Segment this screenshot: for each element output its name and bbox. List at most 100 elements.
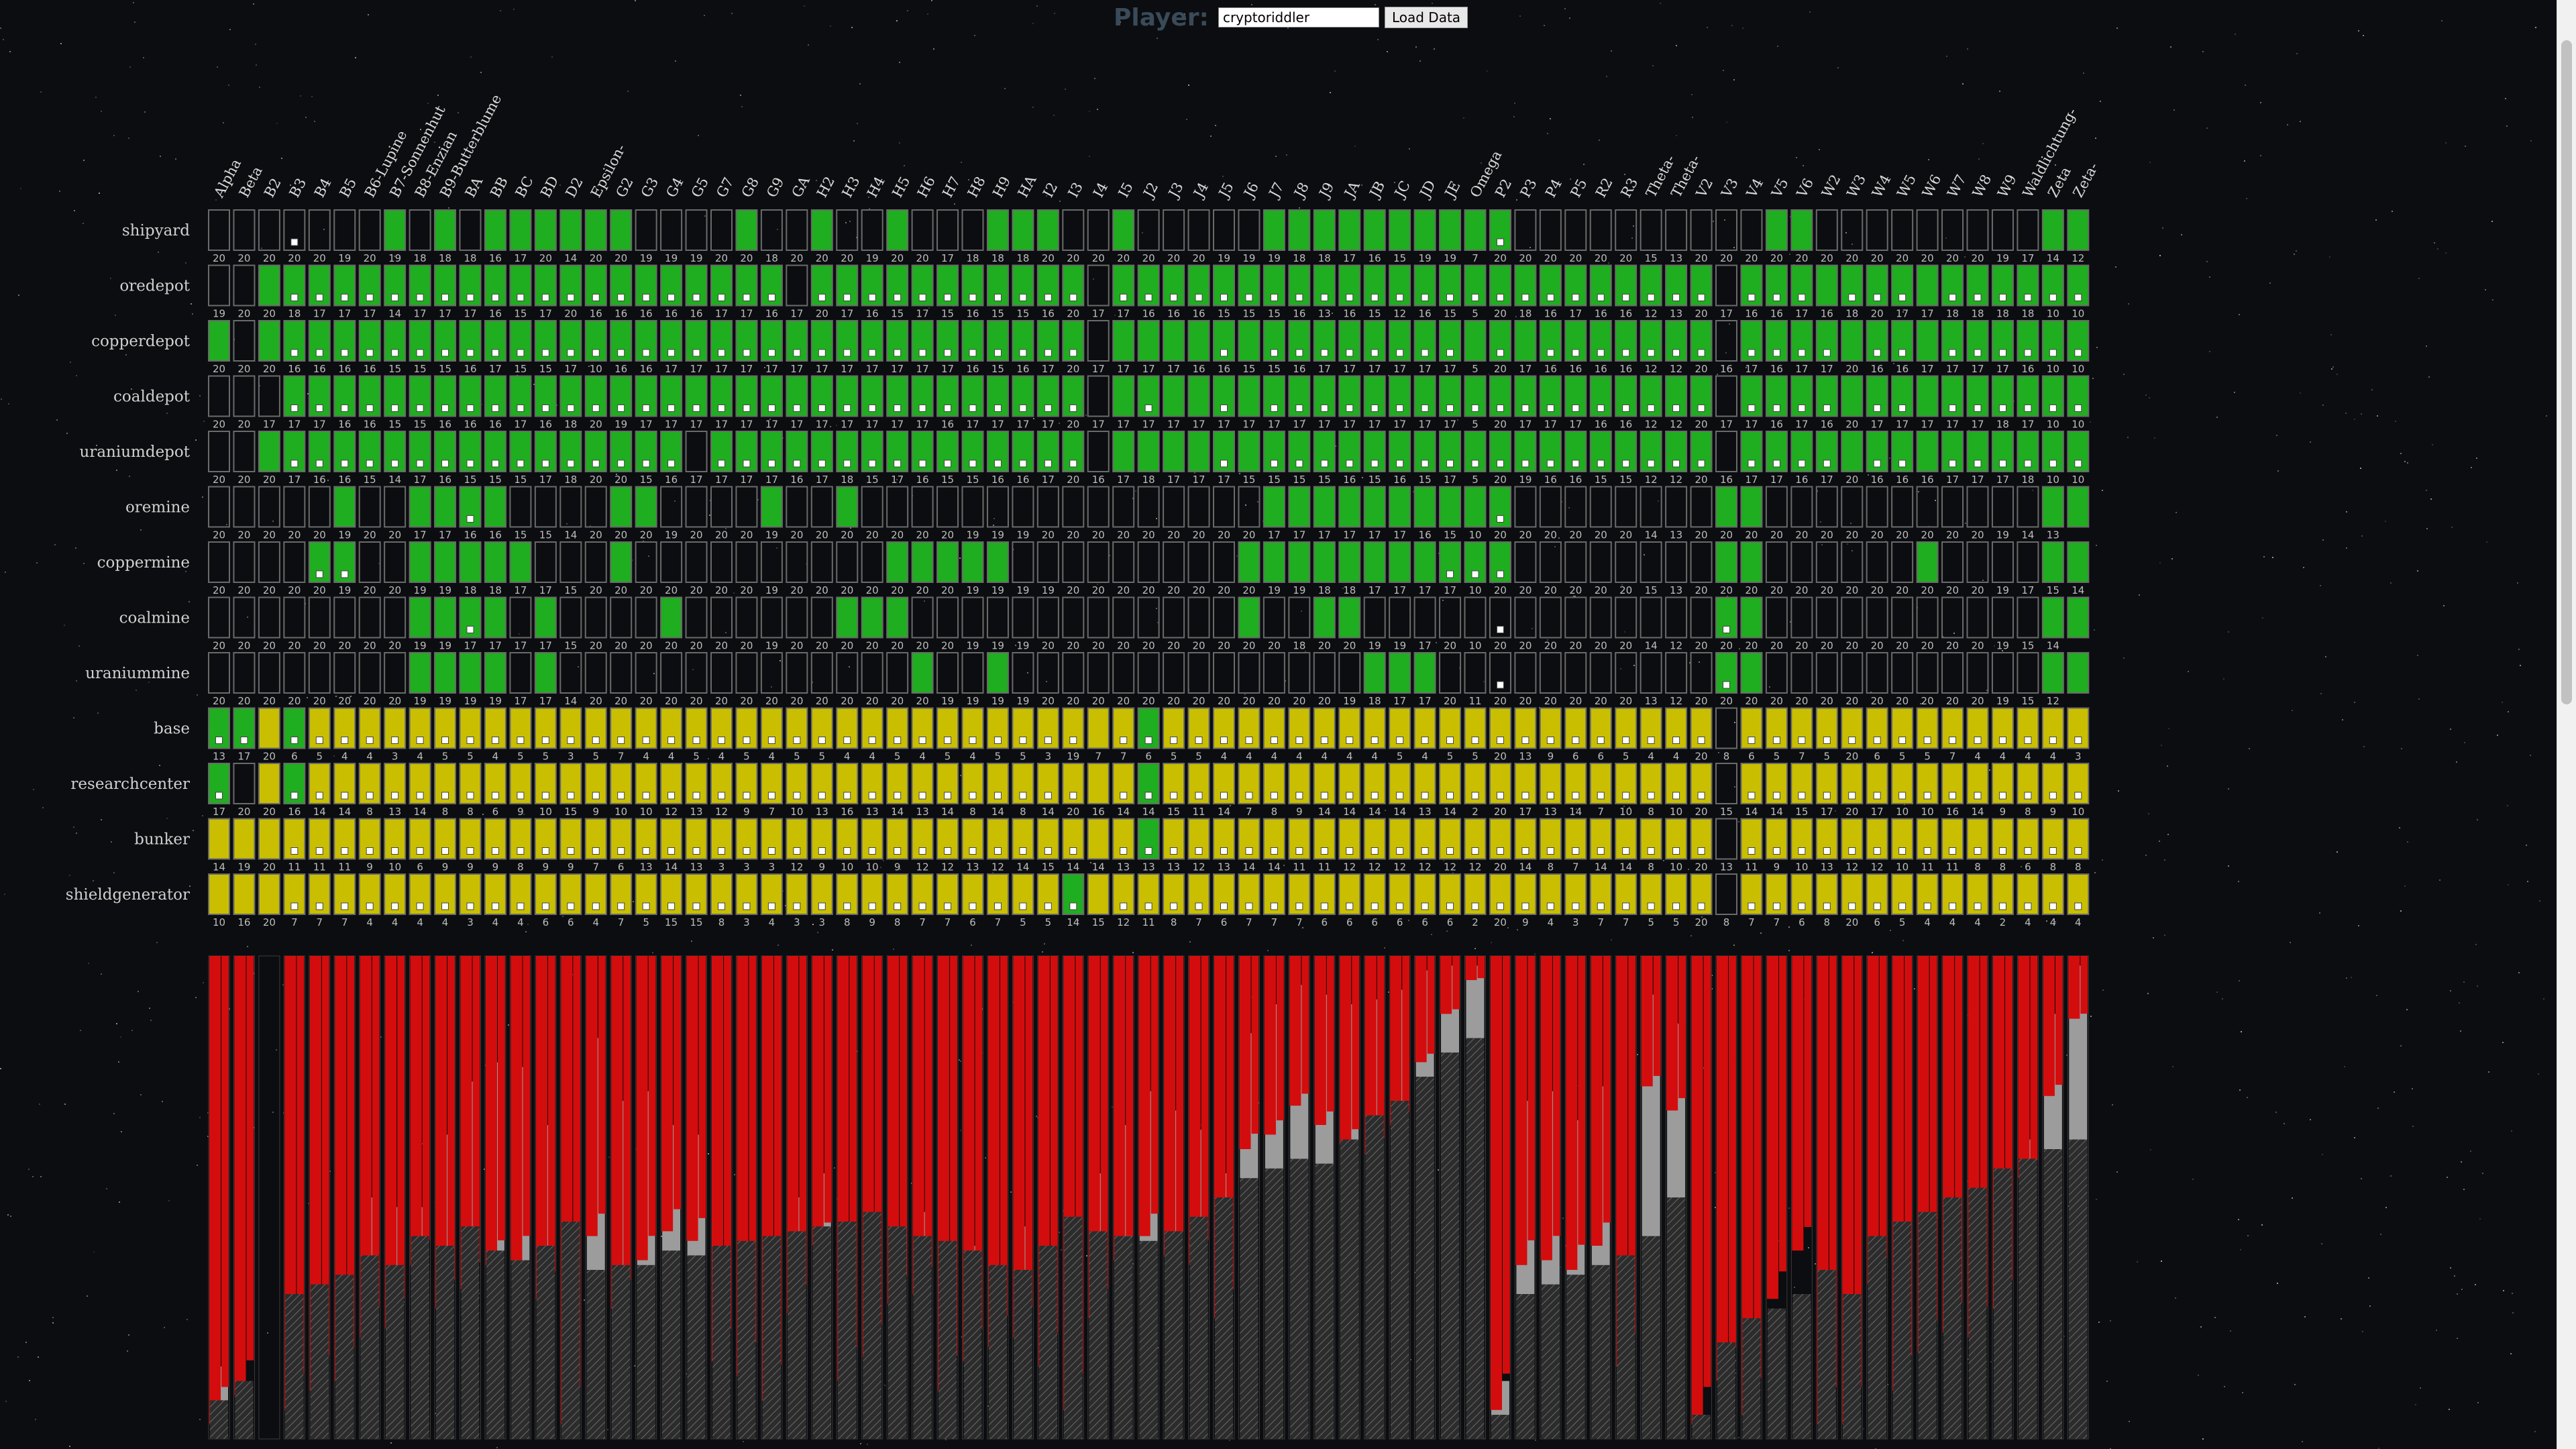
building-cell[interactable] [1163,320,1185,362]
building-cell[interactable] [1087,264,1110,307]
building-cell[interactable] [610,209,633,251]
building-cell[interactable] [1137,431,1160,472]
building-cell[interactable] [1062,209,1085,251]
building-cell[interactable] [584,652,607,694]
scrollbar-thumb[interactable] [2561,40,2572,704]
building-cell[interactable] [1991,652,2014,694]
building-cell[interactable] [1916,541,1939,583]
building-cell[interactable] [208,541,230,583]
building-cell[interactable] [1137,375,1160,417]
building-cell[interactable] [308,763,331,804]
building-cell[interactable] [1112,486,1135,528]
building-cell[interactable] [735,541,758,583]
building-cell[interactable] [1087,209,1110,251]
building-cell[interactable] [1288,596,1311,639]
building-cell[interactable] [1112,541,1135,583]
building-cell[interactable] [1036,209,1059,251]
building-cell[interactable] [1966,486,1989,528]
building-cell[interactable] [810,486,833,528]
building-cell[interactable] [1389,652,1411,694]
building-cell[interactable] [1740,652,1763,694]
building-cell[interactable] [1413,596,1436,639]
building-cell[interactable] [1589,596,1612,639]
building-cell[interactable] [1539,541,1562,583]
building-cell[interactable] [1163,818,1185,860]
building-cell[interactable] [384,541,407,583]
building-cell[interactable] [936,652,959,694]
building-cell[interactable] [1891,209,1914,251]
building-cell[interactable] [710,486,733,528]
building-cell[interactable] [358,541,381,583]
building-cell[interactable] [986,652,1009,694]
building-cell[interactable] [961,596,984,639]
building-cell[interactable] [534,596,557,639]
building-cell[interactable] [2017,431,2039,472]
building-cell[interactable] [1991,209,2014,251]
building-cell[interactable] [886,486,909,528]
building-cell[interactable] [2017,652,2039,694]
building-cell[interactable] [886,541,909,583]
building-cell[interactable] [1916,596,1939,639]
building-cell[interactable] [409,763,431,804]
building-cell[interactable] [610,541,633,583]
building-cell[interactable] [1187,209,1210,251]
building-cell[interactable] [208,264,230,307]
building-cell[interactable] [836,375,859,417]
building-cell[interactable] [233,486,256,528]
building-cell[interactable] [534,541,557,583]
building-cell[interactable] [1991,320,2014,362]
building-cell[interactable] [1790,652,1813,694]
building-cell[interactable] [760,209,783,251]
building-cell[interactable] [1715,375,1737,417]
building-cell[interactable] [986,486,1009,528]
building-cell[interactable] [1991,541,2014,583]
building-cell[interactable] [1187,320,1210,362]
building-cell[interactable] [1891,652,1914,694]
load-data-button[interactable]: Load Data [1384,7,1468,28]
building-cell[interactable] [1841,596,1864,639]
building-cell[interactable] [2017,763,2039,804]
building-cell[interactable] [484,652,506,694]
building-cell[interactable] [1213,652,1235,694]
building-cell[interactable] [233,209,256,251]
building-cell[interactable] [509,596,532,639]
building-cell[interactable] [584,209,607,251]
building-cell[interactable] [384,596,407,639]
building-cell[interactable] [208,873,230,915]
building-cell[interactable] [1841,541,1864,583]
building-cell[interactable] [786,596,808,639]
building-cell[interactable] [1213,486,1235,528]
building-cell[interactable] [610,264,633,307]
building-cell[interactable] [2017,541,2039,583]
building-cell[interactable] [208,431,230,472]
building-cell[interactable] [1187,541,1210,583]
building-cell[interactable] [1338,707,1361,749]
building-cell[interactable] [233,320,256,362]
building-cell[interactable] [1690,596,1713,639]
building-cell[interactable] [1413,486,1436,528]
building-cell[interactable] [1112,652,1135,694]
building-cell[interactable] [886,596,909,639]
building-cell[interactable] [484,596,506,639]
building-cell[interactable] [1615,209,1638,251]
building-cell[interactable] [1338,596,1361,639]
building-cell[interactable] [258,818,280,860]
building-cell[interactable] [1564,652,1587,694]
building-cell[interactable] [2041,596,2064,639]
building-cell[interactable] [258,375,280,417]
building-cell[interactable] [409,486,431,528]
building-cell[interactable] [1363,596,1386,639]
building-cell[interactable] [710,209,733,251]
building-cell[interactable] [635,431,657,472]
building-cell[interactable] [1489,707,1511,749]
building-cell[interactable] [358,818,381,860]
building-cell[interactable] [559,596,582,639]
building-cell[interactable] [1288,431,1311,472]
building-cell[interactable] [1036,486,1059,528]
building-cell[interactable] [358,209,381,251]
building-cell[interactable] [786,541,808,583]
building-cell[interactable] [1991,596,2014,639]
building-cell[interactable] [635,652,657,694]
building-cell[interactable] [2041,763,2064,804]
building-cell[interactable] [1112,596,1135,639]
